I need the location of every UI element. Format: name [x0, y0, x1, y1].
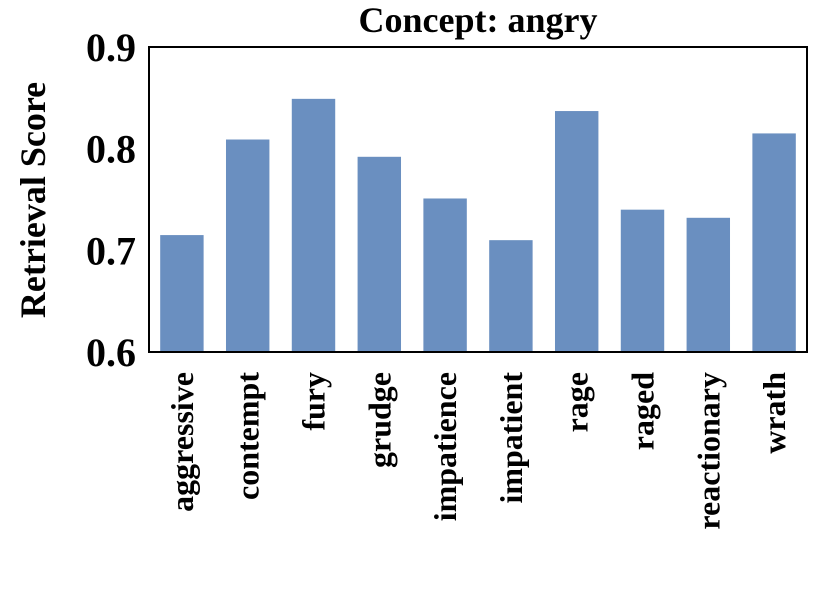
chart-title: Concept: angry: [359, 0, 598, 40]
x-tick-label: aggressive: [164, 372, 200, 512]
x-tick-label: raged: [625, 372, 661, 450]
bars: [160, 98, 796, 352]
x-tick-label: impatient: [493, 372, 529, 504]
x-tick-label: impatience: [427, 372, 463, 521]
x-tick-label: reactionary: [690, 372, 726, 530]
x-axis-labels: aggressive contempt fury grudge impatience im…: [164, 372, 792, 530]
bar-aggressive: [160, 235, 204, 352]
x-tick-label: contempt: [230, 372, 266, 500]
x-tick-label: fury: [296, 372, 332, 431]
bar-impatience: [423, 198, 467, 352]
y-axis-ticks: 0.6 0.7 0.8 0.9: [86, 25, 136, 375]
x-tick-label: rage: [559, 372, 595, 432]
y-axis-label: Retrieval Score: [13, 82, 53, 318]
y-tick-label: 0.7: [86, 228, 136, 273]
bar-impatient: [489, 240, 533, 352]
bar-grudge: [357, 156, 402, 352]
bar-wrath: [752, 133, 796, 352]
y-tick-label: 0.9: [86, 25, 136, 70]
bar-raged: [620, 209, 665, 352]
x-tick-label: grudge: [361, 372, 397, 468]
bar-contempt: [225, 139, 270, 352]
x-tick-label: wrath: [756, 372, 792, 454]
y-tick-label: 0.8: [86, 127, 136, 172]
bar-fury: [291, 98, 336, 352]
plot-frame: [148, 46, 808, 353]
bar-reactionary: [686, 217, 731, 352]
y-tick-label: 0.6: [86, 330, 136, 375]
bar-rage: [554, 111, 599, 352]
